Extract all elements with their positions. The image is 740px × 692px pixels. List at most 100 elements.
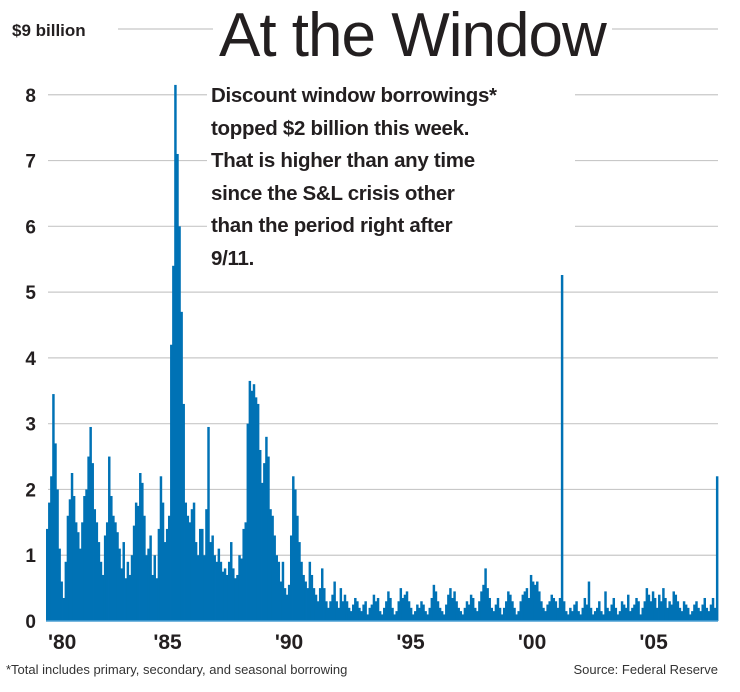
bar (618, 611, 622, 621)
bar (641, 607, 644, 621)
bar (658, 594, 661, 621)
bar (709, 604, 713, 621)
bar (97, 542, 101, 621)
bar (577, 611, 580, 621)
bar (343, 594, 347, 621)
bar (614, 607, 618, 621)
bar (285, 594, 289, 621)
bar (643, 601, 647, 621)
bar (87, 456, 90, 621)
bar (246, 423, 250, 621)
bar (600, 611, 603, 621)
bar (314, 594, 318, 621)
x-tick-label: '00 (518, 631, 546, 654)
bar (678, 607, 682, 621)
bar (366, 614, 369, 621)
bar (310, 574, 314, 621)
bar (341, 601, 345, 621)
footnote: *Total includes primary, secondary, and … (6, 662, 348, 677)
bar (496, 597, 500, 621)
bar (105, 522, 109, 621)
bar (126, 561, 130, 621)
bar (527, 597, 531, 621)
bar (380, 614, 384, 621)
bar (552, 597, 556, 621)
bar (409, 607, 413, 621)
subtitle-line: since the S&L crisis other (211, 181, 455, 205)
bar (358, 607, 361, 621)
bar (649, 601, 653, 621)
bar (277, 561, 281, 621)
bar (668, 601, 671, 621)
bar (178, 226, 181, 621)
bar (147, 548, 150, 621)
bar (66, 515, 70, 621)
bar (335, 601, 338, 621)
bar (691, 611, 694, 621)
bar (689, 614, 692, 621)
bar (676, 601, 680, 621)
bar (544, 611, 547, 621)
bar (391, 607, 394, 621)
bar (474, 607, 477, 621)
bar (581, 607, 584, 621)
bar (531, 581, 535, 621)
bar (579, 614, 582, 621)
bar (660, 601, 663, 621)
bar (149, 535, 152, 621)
bar (542, 607, 545, 621)
bar (56, 489, 59, 621)
bar (225, 574, 229, 621)
bar (68, 499, 72, 621)
bar (438, 607, 442, 621)
bar (312, 588, 316, 621)
bar (490, 607, 494, 621)
bar (513, 607, 516, 621)
bar (573, 604, 576, 621)
bar (445, 604, 448, 621)
bar (221, 571, 225, 621)
bar (248, 380, 252, 621)
bar (91, 463, 94, 621)
bar (329, 601, 332, 621)
bar (598, 601, 601, 621)
bar (304, 581, 307, 621)
bar (500, 614, 504, 621)
bar (558, 597, 562, 621)
bar (230, 542, 233, 621)
bar (707, 611, 711, 621)
bar (234, 578, 237, 621)
bar (529, 574, 533, 621)
bar (339, 588, 343, 621)
bar (151, 574, 154, 621)
bar (517, 611, 520, 621)
bar (347, 607, 351, 621)
bar (300, 561, 303, 621)
y-tick-label: 0 (25, 612, 36, 633)
bar (482, 584, 485, 621)
bar (622, 604, 626, 621)
bar (416, 604, 419, 621)
bar (143, 515, 146, 621)
bar (201, 528, 204, 621)
bar (397, 601, 400, 621)
bar (639, 614, 642, 621)
bar (136, 505, 140, 621)
bar (465, 601, 469, 621)
bar (370, 604, 374, 621)
bar (680, 611, 684, 621)
bar (476, 611, 479, 621)
bar (52, 394, 55, 621)
bar (141, 482, 144, 621)
bar (184, 502, 188, 621)
bar (72, 496, 76, 621)
bar (455, 601, 458, 621)
bar (624, 607, 628, 621)
bar (393, 614, 396, 621)
bar (686, 607, 690, 621)
bar (612, 597, 616, 621)
y-axis: $9 billion 8 7 6 5 4 3 2 1 0 (12, 21, 86, 633)
bar (157, 528, 161, 621)
bar (163, 542, 167, 621)
x-tick-label: '85 (153, 631, 182, 654)
